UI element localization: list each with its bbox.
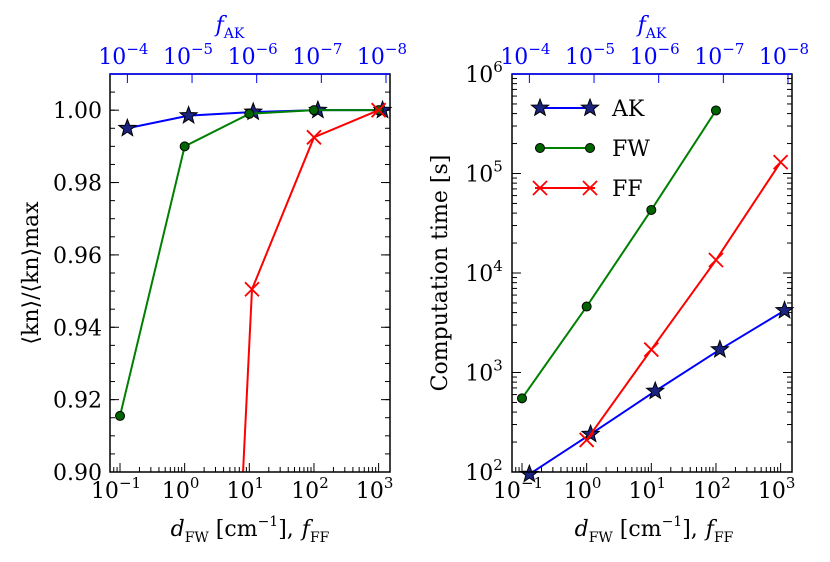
legend-marker-fw-a bbox=[535, 143, 545, 153]
left-series bbox=[115, 99, 393, 473]
legend: AK FW FF bbox=[530, 97, 650, 202]
right-plot-frame bbox=[511, 73, 793, 473]
right-ytick-label-4: 106 bbox=[465, 58, 503, 88]
left-top-tick-label-1: 10−5 bbox=[163, 40, 213, 70]
right-xtick-label-2: 101 bbox=[629, 474, 667, 504]
legend-label-ak: AK bbox=[611, 97, 645, 122]
right-y-axis-label: Computation time [s] bbox=[428, 155, 453, 392]
left-top-tick-labels: 10−4 10−5 10−6 10−7 10−8 bbox=[98, 40, 407, 70]
left-xtick-label-1: 100 bbox=[162, 474, 200, 504]
right-point-ff-1 bbox=[643, 341, 659, 358]
left-point-ak-0 bbox=[117, 117, 138, 137]
left-y-axis-label: ⟨kn⟩/⟨kn⟩max bbox=[19, 201, 44, 345]
left-plot-frame bbox=[109, 73, 391, 473]
left-ytick-label-5: 1.00 bbox=[53, 99, 102, 124]
right-line-ff bbox=[585, 161, 782, 441]
left-point-ff-3 bbox=[370, 102, 387, 118]
right-point-ak-3 bbox=[709, 339, 730, 359]
right-point-fw-0 bbox=[517, 393, 528, 404]
right-ticks bbox=[511, 73, 792, 473]
legend-marker-ak-a bbox=[530, 97, 550, 117]
legend-label-fw: FW bbox=[612, 137, 650, 162]
right-x-tick-labels: 10−1 100 101 102 103 bbox=[493, 474, 795, 504]
left-ytick-label-0: 0.90 bbox=[53, 461, 102, 486]
left-point-fw-1 bbox=[179, 141, 190, 152]
right-line-fw bbox=[521, 109, 717, 399]
legend-marker-ff-b bbox=[582, 180, 598, 196]
right-xtick-label-4: 103 bbox=[758, 474, 796, 504]
left-ytick-label-3: 0.96 bbox=[53, 244, 102, 269]
right-series bbox=[517, 105, 795, 483]
left-ticks bbox=[109, 74, 390, 473]
left-line-fw bbox=[119, 109, 379, 417]
right-point-fw-3 bbox=[710, 105, 721, 116]
right-top-tick-label-4: 10−8 bbox=[759, 40, 809, 70]
right-top-tick-label-2: 10−6 bbox=[630, 40, 680, 70]
legend-marker-ak-b bbox=[580, 97, 600, 117]
right-ytick-label-0: 102 bbox=[465, 456, 503, 486]
left-y-axis-label-text: ⟨kn⟩/⟨kn⟩max bbox=[19, 201, 44, 345]
right-ytick-label-3: 105 bbox=[465, 158, 503, 188]
left-chart: fAK 10−4 10−5 10−6 10−7 10−8 0.900.920.940.9… bbox=[19, 13, 407, 546]
right-ytick-label-1: 103 bbox=[465, 357, 503, 387]
legend-marker-fw-b bbox=[585, 143, 595, 153]
left-xtick-label-2: 101 bbox=[227, 474, 265, 504]
right-top-tick-labels: 10−4 10−5 10−6 10−7 10−8 bbox=[500, 40, 809, 70]
left-point-fw-3 bbox=[308, 105, 319, 116]
right-y-axis-label-text: Computation time [s] bbox=[428, 155, 453, 392]
left-xtick-label-4: 103 bbox=[356, 474, 394, 504]
left-ytick-label-1: 0.92 bbox=[53, 389, 102, 414]
right-chart: fAK 10−4 10−5 10−6 10−7 10−8 102 103 104 105 106… bbox=[428, 13, 809, 546]
left-line-ff bbox=[242, 109, 380, 473]
right-y-tick-labels: 102 103 104 105 106 bbox=[465, 58, 503, 486]
right-top-tick-label-3: 10−7 bbox=[694, 40, 744, 70]
left-xtick-label-3: 102 bbox=[291, 474, 329, 504]
right-top-tick-label-0: 10−4 bbox=[500, 40, 550, 70]
left-top-axis-label: fAK bbox=[214, 13, 245, 42]
legend-marker-ff-a bbox=[532, 180, 548, 196]
legend-label-ff: FF bbox=[612, 177, 643, 202]
right-point-ak-2 bbox=[645, 380, 666, 400]
right-point-fw-1 bbox=[581, 301, 592, 312]
right-point-ak-4 bbox=[774, 300, 795, 319]
right-ytick-label-2: 104 bbox=[465, 257, 503, 287]
left-ytick-label-4: 0.98 bbox=[53, 172, 102, 197]
right-top-tick-label-1: 10−5 bbox=[565, 40, 615, 70]
left-point-ak-1 bbox=[178, 105, 199, 125]
right-xtick-label-0: 10−1 bbox=[493, 474, 543, 504]
left-bottom-axis-label: dFW [cm−1], fFF bbox=[171, 514, 330, 546]
right-top-axis-label: fAK bbox=[636, 13, 667, 42]
left-xtick-label-0: 10−1 bbox=[91, 474, 141, 504]
left-ytick-label-2: 0.94 bbox=[53, 316, 102, 341]
right-xtick-label-3: 102 bbox=[693, 474, 731, 504]
right-point-ff-0 bbox=[579, 432, 595, 448]
left-point-fw-0 bbox=[115, 410, 126, 421]
left-point-ff-1 bbox=[244, 281, 260, 297]
right-point-ff-2 bbox=[708, 252, 724, 268]
left-y-tick-labels: 0.90 0.92 0.94 0.96 0.98 1.00 bbox=[53, 99, 102, 486]
right-xtick-label-1: 100 bbox=[564, 474, 602, 504]
right-point-fw-2 bbox=[646, 204, 657, 215]
left-point-ff-2 bbox=[306, 129, 322, 145]
left-top-tick-label-2: 10−6 bbox=[228, 40, 278, 70]
right-point-ff-3 bbox=[772, 154, 789, 170]
left-x-tick-labels: 10−1 100 101 102 103 bbox=[91, 474, 393, 504]
left-top-tick-label-3: 10−7 bbox=[292, 40, 342, 70]
left-top-tick-label-0: 10−4 bbox=[98, 40, 148, 70]
right-bottom-axis-label: dFW [cm−1], fFF bbox=[575, 514, 734, 546]
left-top-tick-label-4: 10−8 bbox=[357, 40, 407, 70]
left-point-fw-2 bbox=[244, 108, 255, 119]
